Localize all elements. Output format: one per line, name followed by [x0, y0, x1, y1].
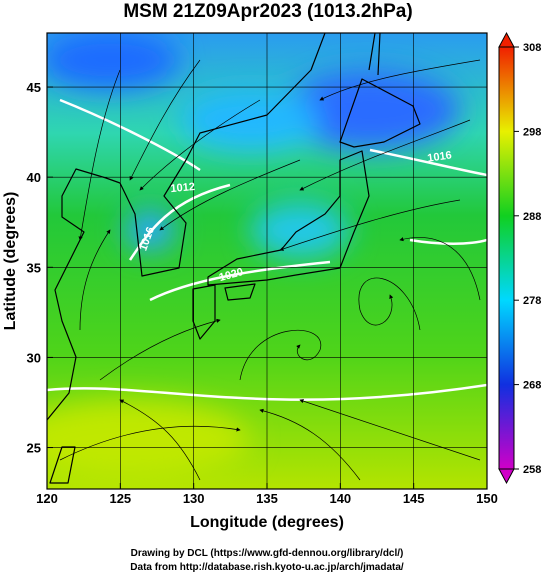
x-tick-label: 130	[183, 491, 205, 506]
colorbar-tick-label: 298	[523, 126, 541, 138]
y-tick-label: 40	[27, 170, 41, 185]
colorbar	[498, 46, 515, 470]
y-tick-label: 30	[27, 350, 41, 365]
title: MSM 21Z09Apr2023 (1013.2hPa)	[123, 1, 412, 22]
x-tick-label: 140	[329, 491, 351, 506]
contour-label: 1012	[170, 181, 195, 195]
x-tick-label: 145	[403, 491, 425, 506]
y-tick-label: 45	[27, 80, 41, 95]
x-tick-label: 135	[256, 491, 278, 506]
y-tick-label: 35	[27, 260, 41, 275]
contour-label: 1016	[427, 149, 453, 164]
colorbar-tick-label: 288	[523, 211, 541, 223]
colorbar-tick-label: 268	[523, 380, 541, 392]
coastlines	[47, 33, 421, 484]
x-axis-label: Longitude (degrees)	[190, 514, 344, 531]
x-tick-label: 125	[109, 491, 131, 506]
y-tick-label: 25	[27, 441, 41, 456]
x-tick-label: 120	[36, 491, 58, 506]
field	[47, 33, 487, 489]
colorbar-tick-label: 308	[523, 42, 541, 54]
footer-line: Data from http://database.rish.kyoto-u.a…	[130, 562, 404, 573]
colorbar-tick-label: 258	[523, 464, 541, 476]
streamlines	[59, 59, 481, 481]
colorbar-min-arrow	[498, 468, 515, 485]
y-axis-label: Latitude (degrees)	[2, 192, 19, 331]
x-tick-label: 150	[476, 491, 498, 506]
colorbar-max-arrow	[498, 31, 515, 48]
colorbar-tick-label: 278	[523, 295, 541, 307]
footer-line: Drawing by DCL (https://www.gfd-dennou.o…	[131, 548, 404, 559]
